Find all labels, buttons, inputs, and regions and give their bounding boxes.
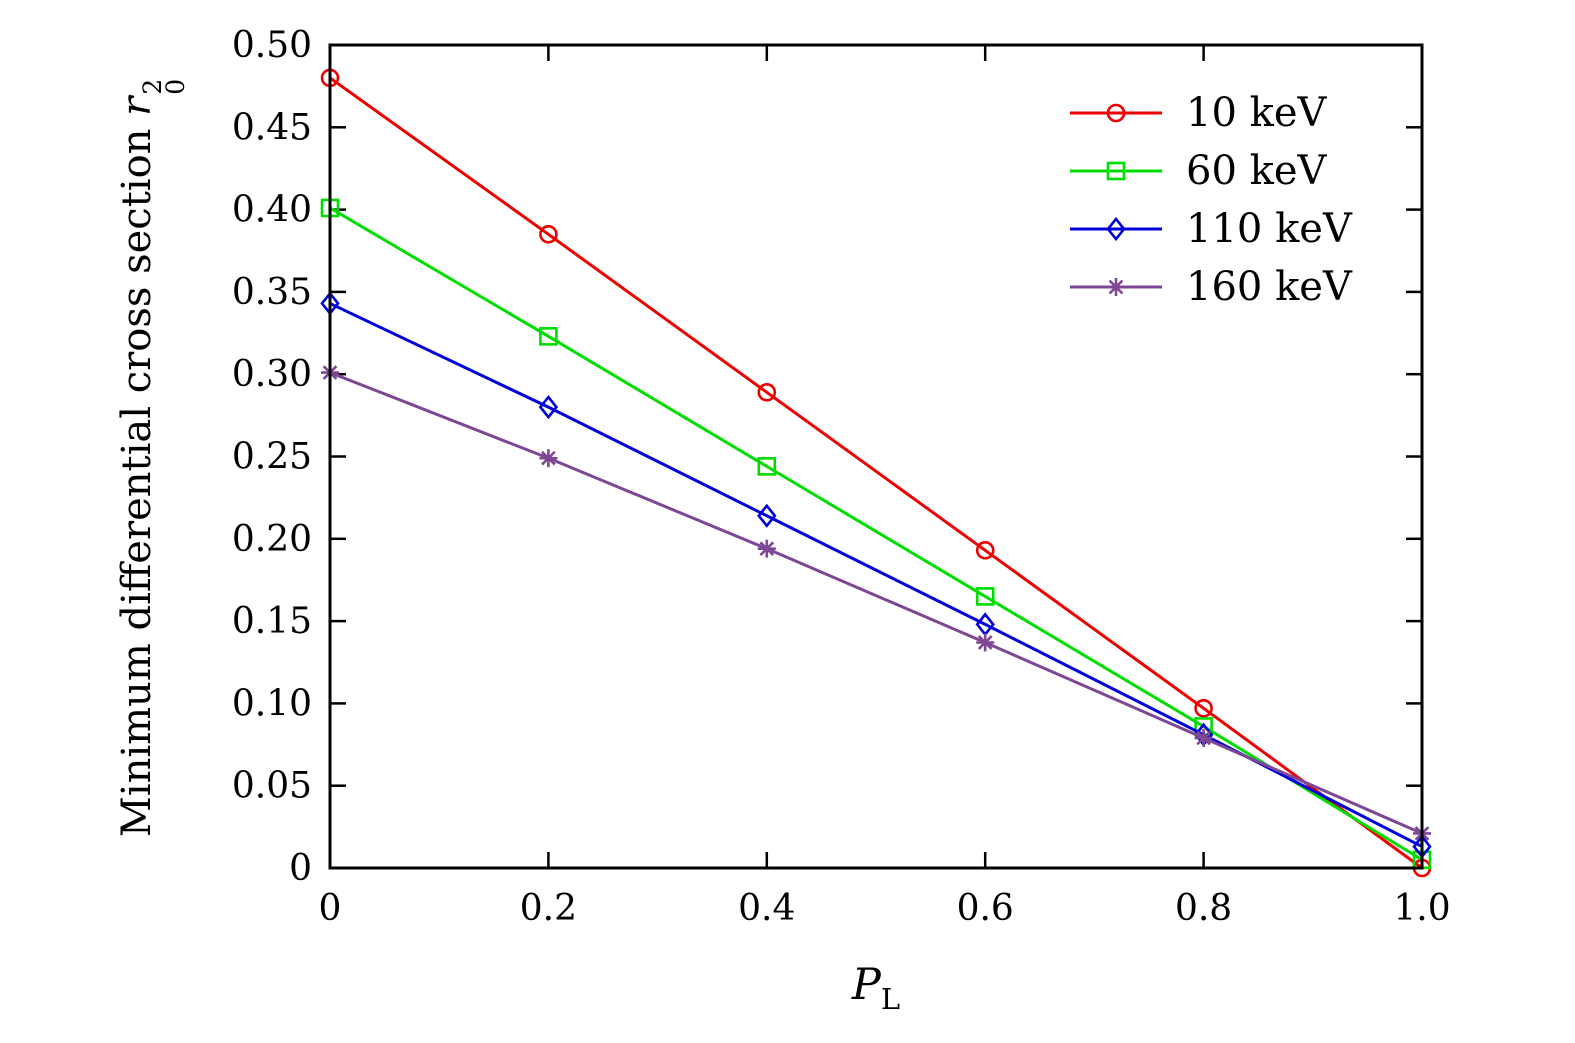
x-tick-label: 0.4 [738,888,795,929]
legend-label-110kev: 110 keV [1186,206,1352,252]
legend-item-160kev: 160 keV [1066,258,1352,316]
legend-label-60kev: 60 keV [1186,148,1327,194]
y-tick-label: 0.10 [232,683,312,724]
y-axis-label-text: Minimum differential cross section [113,115,160,838]
y-tick-label: 0.05 [232,766,312,807]
y-tick-label: 0 [289,848,312,889]
y-tick-label: 0.30 [232,354,312,395]
legend-line-sample-10kev [1070,103,1162,123]
series-160-kev [321,363,1431,843]
plot-border [328,43,1424,870]
legend-line-sample-110kev [1070,216,1162,242]
y-tick-label: 0.40 [232,190,312,231]
y-tick-label: 0.35 [232,272,312,313]
x-tick-label: 1.0 [1393,888,1450,929]
x-axis-ticks: 0 0.2 0.4 0.6 0.8 1.0 [319,45,1451,929]
y-tick-label: 0.15 [232,601,312,642]
x-tick-label: 0.6 [957,888,1014,929]
x-axis-label-variable: P [851,959,881,1010]
x-axis-label: PL [852,960,900,1016]
y-tick-label: 0.25 [232,437,312,478]
x-tick-label: 0 [319,888,342,929]
y-tick-label: 0.50 [232,25,312,66]
legend: 10 keV 60 keV 110 keV 160 keV [1066,84,1352,316]
legend-item-10kev: 10 keV [1066,84,1352,142]
y-tick-label: 0.45 [232,107,312,148]
x-axis-label-subscript: L [880,982,901,1017]
y-tick-label: 0.20 [232,519,312,560]
legend-line-sample-160kev [1070,278,1162,296]
legend-label-160kev: 160 keV [1186,264,1352,310]
legend-item-110kev: 110 keV [1066,200,1352,258]
legend-label-10kev: 10 keV [1186,90,1327,136]
legend-line-sample-60kev [1070,161,1162,181]
series-110-kev [320,291,1432,859]
legend-item-60kev: 60 keV [1066,142,1352,200]
x-tick-label: 0.2 [520,888,577,929]
y-axis-ticks: 0 0.05 0.10 0.15 0.20 0.25 0.30 0.35 0.40 0.45 0.5… [232,25,1422,889]
x-tick-label: 0.8 [1175,888,1232,929]
y-axis-label-variable: r [113,96,160,116]
y-axis-label-subscript: 0 [160,78,190,95]
